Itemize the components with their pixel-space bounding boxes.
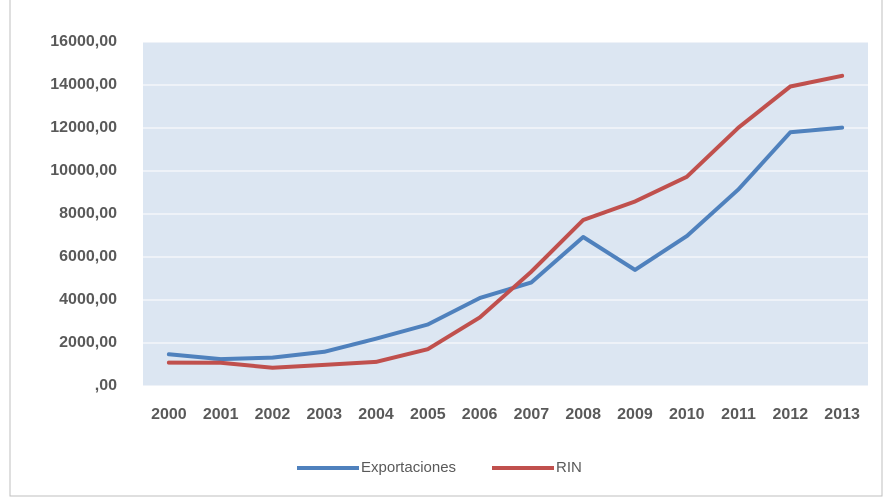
y-tick-label: 4000,00 — [59, 291, 117, 308]
legend-label: Exportaciones — [361, 459, 456, 476]
y-tick-label: 8000,00 — [59, 205, 117, 222]
y-tick-label: 12000,00 — [50, 119, 117, 136]
x-tick-label: 2012 — [773, 406, 809, 423]
x-tick-label: 2004 — [358, 406, 394, 423]
y-tick-label: 16000,00 — [50, 33, 117, 50]
x-tick-label: 2000 — [151, 406, 187, 423]
x-tick-label: 2010 — [669, 406, 705, 423]
y-tick-label: ,00 — [95, 377, 117, 394]
x-tick-label: 2002 — [255, 406, 291, 423]
x-tick-label: 2006 — [462, 406, 498, 423]
y-tick-label: 14000,00 — [50, 76, 117, 93]
series-line — [166, 125, 845, 362]
x-tick-label: 2005 — [410, 406, 446, 423]
x-tick-label: 2007 — [514, 406, 550, 423]
x-tick-label: 2009 — [617, 406, 653, 423]
x-tick-label: 2008 — [565, 406, 601, 423]
x-tick-label: 2001 — [203, 406, 239, 423]
y-tick-label: 2000,00 — [59, 334, 117, 351]
series-line — [166, 73, 845, 370]
x-tick-label: 2003 — [306, 406, 342, 423]
y-tick-label: 10000,00 — [50, 162, 117, 179]
x-tick-label: 2013 — [824, 406, 860, 423]
y-tick-label: 6000,00 — [59, 248, 117, 265]
x-tick-label: 2011 — [721, 406, 756, 423]
legend-label: RIN — [556, 459, 582, 476]
